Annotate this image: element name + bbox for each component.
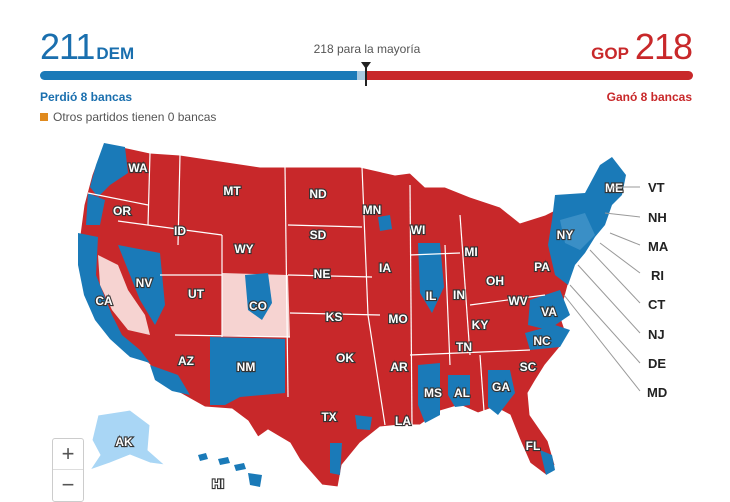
- state-label-ca: CA: [95, 294, 113, 308]
- northeast-leader-lines: [563, 186, 641, 392]
- state-label-al: AL: [454, 386, 470, 400]
- fl-south-dem: [540, 450, 555, 475]
- or-coast-dem: [86, 193, 105, 225]
- state-label-ny: NY: [557, 228, 574, 242]
- others-swatch: [40, 113, 48, 121]
- state-label-oh: OH: [486, 274, 504, 288]
- ne-label-md: MD: [647, 385, 668, 400]
- ms-dem: [418, 363, 440, 423]
- ca-coast-dem: [78, 233, 150, 363]
- dem-seats-number: 211: [40, 26, 95, 67]
- state-label-va: VA: [541, 305, 557, 319]
- nc-dem: [525, 325, 570, 350]
- others-legend: Otros partidos tienen 0 bancas: [40, 110, 216, 124]
- ne-label-ct: CT: [648, 297, 666, 312]
- state-label-az: AZ: [178, 354, 194, 368]
- seat-bar-dem: [40, 71, 357, 80]
- state-label-mo: MO: [388, 312, 407, 326]
- ne-label-ri: RI: [651, 268, 664, 283]
- state-label-ga: GA: [492, 380, 510, 394]
- seat-bar: [40, 71, 693, 80]
- il-dem: [418, 243, 444, 313]
- ne-label-nj: NJ: [648, 327, 665, 342]
- state-label-wi: WI: [411, 223, 426, 237]
- state-label-nc: NC: [533, 334, 551, 348]
- state-label-tn: TN: [456, 340, 472, 354]
- state-label-nm: NM: [237, 360, 256, 374]
- ne-label-vt: VT: [648, 180, 665, 195]
- zoom-divider: [53, 469, 83, 470]
- state-label-sc: SC: [520, 360, 537, 374]
- majority-label: 218 para la mayoría: [313, 42, 421, 56]
- ca-light-region: [98, 255, 150, 335]
- state-label-wa: WA: [128, 161, 148, 175]
- state-label-ne: NE: [314, 267, 331, 281]
- state-label-fl: FL: [526, 439, 541, 453]
- state-label-mi: MI: [464, 245, 477, 259]
- gop-label: GOP: [591, 44, 629, 63]
- state-label-la: LA: [395, 414, 411, 428]
- state-label-mn: MN: [363, 203, 382, 217]
- ne-label-ma: MA: [648, 239, 669, 254]
- state-label-wv: WV: [508, 294, 527, 308]
- seat-bar-undecided: [356, 71, 366, 80]
- dem-label: DEM: [96, 44, 135, 63]
- state-borders: [87, 152, 546, 426]
- hawaii-shape[interactable]: [198, 453, 262, 487]
- state-label-co: CO: [249, 299, 267, 313]
- majority-marker: [361, 62, 371, 69]
- zoom-in-button[interactable]: +: [61, 441, 75, 466]
- state-label-ak: AK: [115, 435, 133, 449]
- state-label-ia: IA: [379, 261, 391, 275]
- dem-seat-count: 211 DEM: [40, 26, 134, 68]
- state-label-mt: MT: [223, 184, 241, 198]
- state-labels: WA OR CA NV ID MT WY UT CO AZ NM ND SD N…: [94, 160, 624, 454]
- az-dem: [150, 365, 190, 395]
- state-label-ks: KS: [326, 310, 343, 324]
- state-label-ky: KY: [472, 318, 489, 332]
- state-label-ms: MS: [424, 386, 442, 400]
- zoom-out-button[interactable]: −: [61, 472, 75, 497]
- state-label-or: OR: [113, 204, 131, 218]
- state-label-me: ME: [605, 181, 623, 195]
- others-text: Otros partidos tienen 0 bancas: [53, 110, 217, 124]
- state-label-id: ID: [174, 224, 186, 238]
- ne-label-de: DE: [648, 356, 667, 371]
- zoom-control: + −: [52, 438, 84, 502]
- state-label-pa: PA: [534, 260, 550, 274]
- ne-label-nh: NH: [648, 210, 667, 225]
- nm-dem: [210, 337, 285, 405]
- state-label-nv: NV: [136, 276, 153, 290]
- ga-dem: [488, 370, 515, 415]
- state-label-ar: AR: [390, 360, 408, 374]
- state-label-wy: WY: [234, 242, 253, 256]
- state-label-in: IN: [453, 288, 465, 302]
- tx-dem-1: [330, 443, 342, 475]
- gop-seat-count: GOP 218: [591, 26, 693, 68]
- state-label-ok: OK: [336, 351, 354, 365]
- seat-bar-gop: [365, 71, 693, 80]
- state-label-il: IL: [426, 289, 437, 303]
- state-label-tx: TX: [321, 410, 336, 424]
- state-label-nd: ND: [309, 187, 327, 201]
- va-dem: [528, 290, 570, 330]
- nv-dem: [118, 245, 165, 325]
- dem-change: Perdió 8 bancas: [40, 90, 133, 104]
- mn-dem: [378, 215, 392, 231]
- gop-change: Ganó 8 bancas: [606, 90, 692, 104]
- alaska-shape[interactable]: [88, 409, 167, 471]
- al-dem: [448, 375, 470, 407]
- state-label-ut: UT: [188, 287, 205, 301]
- wa-coast-dem: [90, 143, 128, 197]
- majority-line: [365, 66, 367, 86]
- ny-light-dem: [560, 213, 595, 250]
- tx-dem-2: [355, 415, 372, 430]
- state-label-hi: HI: [212, 477, 224, 491]
- us-house-map[interactable]: WA OR CA NV ID MT WY UT CO AZ NM ND SD N…: [0, 125, 730, 500]
- gop-seats-number: 218: [634, 26, 693, 67]
- co-dem-region: [245, 273, 272, 320]
- state-label-sd: SD: [310, 228, 327, 242]
